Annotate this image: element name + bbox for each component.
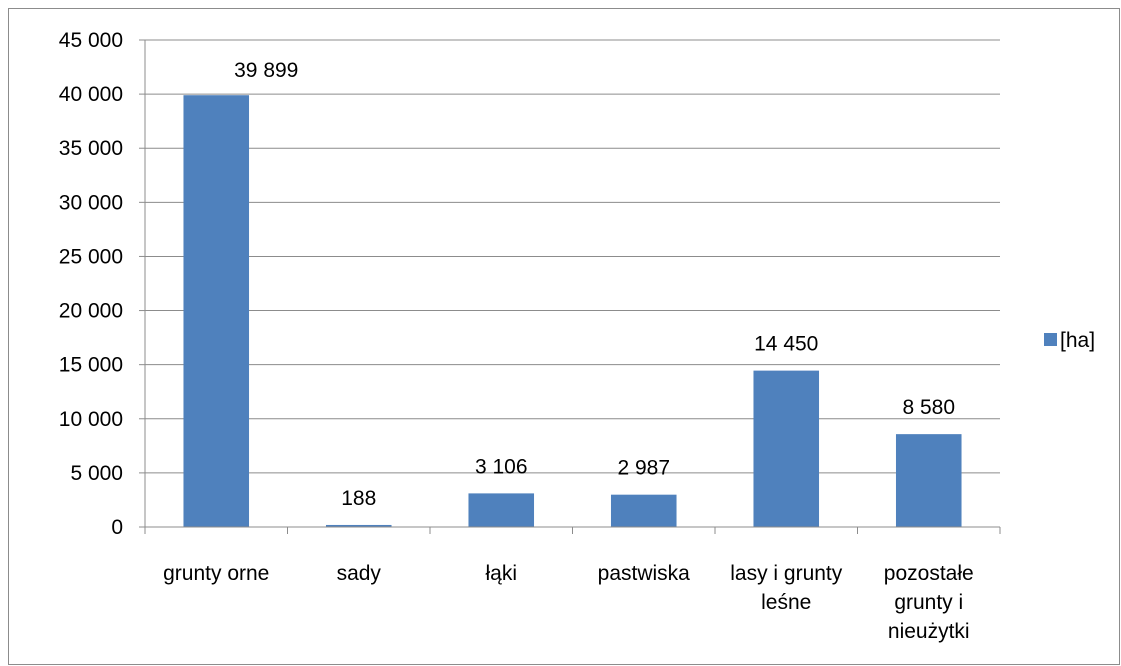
y-tick-label: 45 000 xyxy=(59,29,123,52)
y-tick-label: 15 000 xyxy=(59,354,123,377)
x-tick-label-line: łąki xyxy=(485,562,517,585)
bar xyxy=(753,370,820,527)
x-tick-label: grunty orne xyxy=(163,562,269,585)
x-tick-label-line: pozostałe xyxy=(884,562,974,585)
y-tick-label: 0 xyxy=(111,516,123,539)
data-label: 14 450 xyxy=(754,333,818,356)
x-tick-label-line: grunty orne xyxy=(163,562,269,585)
y-tick-label: 30 000 xyxy=(59,191,123,214)
x-tick-label-line: lasy i grunty xyxy=(730,562,843,585)
legend: [ha] xyxy=(1044,329,1095,352)
y-tick-label: 25 000 xyxy=(59,245,123,268)
x-tick-label-line: leśne xyxy=(761,591,811,614)
bar xyxy=(183,95,250,527)
x-tick-label-line: pastwiska xyxy=(598,562,691,585)
x-tick-label-line: nieużytki xyxy=(888,620,970,643)
bar xyxy=(468,493,535,527)
data-labels: 39 899 188 3 106 2 987 14 450 8 580 xyxy=(234,59,955,510)
bar xyxy=(610,494,677,527)
x-tick-labels: grunty orne sady łąki pastwiska lasy i grunt… xyxy=(163,562,974,643)
bar xyxy=(895,434,962,527)
axes xyxy=(144,40,1001,534)
data-label: 3 106 xyxy=(475,455,528,478)
x-tick-label: pozostałe grunty i nieużytki xyxy=(884,562,974,643)
data-label: 39 899 xyxy=(234,59,298,82)
bar xyxy=(325,524,392,527)
y-tick-label: 5 000 xyxy=(70,462,123,485)
y-tick-label: 20 000 xyxy=(59,300,123,323)
x-tick-label: łąki xyxy=(485,562,517,585)
x-tick-label-line: grunty i xyxy=(894,591,963,614)
y-tick-label: 40 000 xyxy=(59,83,123,106)
x-tick-label: pastwiska xyxy=(598,562,691,585)
data-label: 2 987 xyxy=(617,457,670,480)
legend-label: [ha] xyxy=(1060,329,1095,352)
bars xyxy=(183,95,962,527)
data-label: 188 xyxy=(341,487,376,510)
data-label: 8 580 xyxy=(902,396,955,419)
legend-swatch xyxy=(1044,333,1057,346)
y-tick-label: 35 000 xyxy=(59,137,123,160)
x-tick-label: sady xyxy=(337,562,382,585)
y-tick-labels: 0 5 000 10 000 15 000 20 000 25 000 30 000 35 0… xyxy=(59,29,123,539)
gridlines xyxy=(139,39,1000,528)
x-tick-label-line: sady xyxy=(337,562,382,585)
y-tick-label: 10 000 xyxy=(59,408,123,431)
x-tick-label: lasy i grunty leśne xyxy=(730,562,843,614)
